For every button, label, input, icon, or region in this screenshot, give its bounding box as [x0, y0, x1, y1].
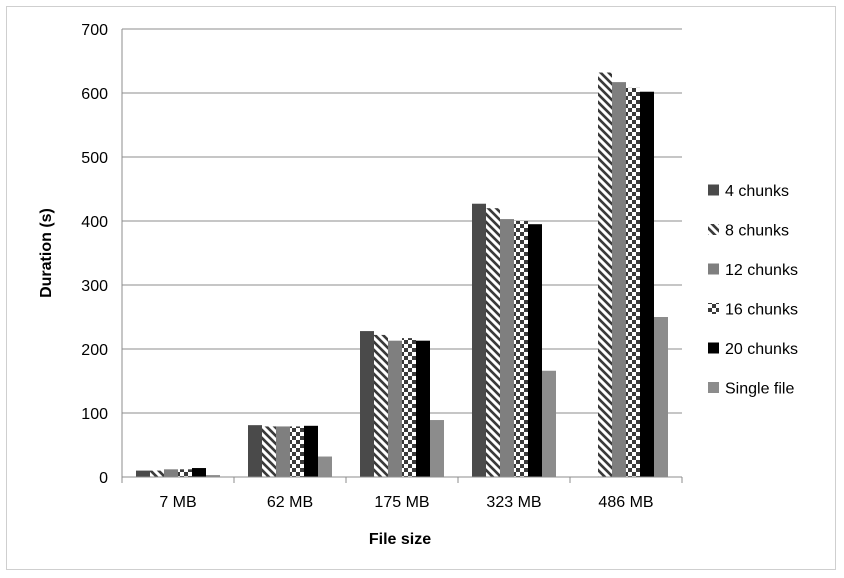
- legend: 4 chunks 8 chunks 12 chunks 16 chunks 20 chu…: [708, 183, 798, 398]
- bar-12-chunks: [388, 340, 402, 477]
- bar-4-chunks: [248, 425, 262, 477]
- bar-8-chunks: [598, 72, 612, 478]
- y-tick-label: 0: [99, 470, 108, 487]
- y-tick-label: 100: [81, 406, 108, 423]
- legend-swatch: [708, 184, 719, 196]
- bar-12-chunks: [276, 426, 290, 477]
- bar-20-chunks: [416, 340, 430, 477]
- x-tick-label: 175 MB: [374, 494, 429, 511]
- y-tick-label: 200: [81, 342, 108, 359]
- bar-single-file: [430, 420, 444, 477]
- legend-label: 8 chunks: [725, 223, 789, 240]
- legend-label: 16 chunks: [725, 302, 798, 319]
- bar-16-chunks: [514, 221, 528, 477]
- bar-8-chunks: [150, 470, 164, 477]
- y-tick-label: 300: [81, 278, 108, 295]
- bar-16-chunks: [290, 426, 304, 477]
- x-tick-label: 62 MB: [267, 494, 313, 511]
- legend-label: 4 chunks: [725, 183, 789, 200]
- bar-single-file: [542, 370, 556, 477]
- legend-label: 20 chunks: [725, 341, 798, 358]
- bar-20-chunks: [528, 224, 542, 477]
- bar-16-chunks: [402, 338, 416, 477]
- legend-swatch: [708, 303, 719, 314]
- y-tick-label: 700: [81, 22, 108, 39]
- legend-swatch: [708, 263, 719, 275]
- y-tick-label: 600: [81, 86, 108, 103]
- bar-4-chunks: [136, 470, 150, 477]
- bar-12-chunks: [612, 82, 626, 478]
- legend-swatch: [708, 382, 719, 393]
- y-tick-label: 400: [81, 214, 108, 231]
- bar-single-file: [206, 475, 220, 477]
- axes: 0 100 200 300 400 500 600 700 7 MB 62 MB 175 MB 323…: [81, 22, 683, 511]
- bar-8-chunks: [486, 208, 500, 477]
- bar-4-chunks: [472, 203, 486, 477]
- x-axis-title: File size: [369, 531, 431, 548]
- legend-label: Single file: [725, 381, 794, 398]
- bar-8-chunks: [262, 426, 276, 477]
- bar-16-chunks: [178, 469, 192, 477]
- bar-12-chunks: [500, 219, 514, 477]
- bar-20-chunks: [304, 425, 318, 477]
- x-tick-label: 7 MB: [159, 494, 196, 511]
- bar-16-chunks: [626, 87, 640, 477]
- bar-20-chunks: [640, 91, 654, 477]
- bar-12-chunks: [164, 469, 178, 477]
- legend-swatch: [708, 224, 719, 235]
- x-tick-label: 323 MB: [486, 494, 541, 511]
- gridlines: [122, 28, 682, 414]
- bars: [136, 72, 668, 478]
- bar-8-chunks: [374, 334, 388, 477]
- bar-20-chunks: [192, 468, 206, 477]
- legend-swatch: [708, 342, 719, 354]
- bar-4-chunks: [360, 331, 374, 477]
- x-tick-label: 486 MB: [598, 494, 653, 511]
- bar-single-file: [318, 456, 332, 477]
- legend-label: 12 chunks: [725, 262, 798, 279]
- y-tick-label: 500: [81, 150, 108, 167]
- y-axis-title: Duration (s): [38, 208, 55, 298]
- bar-single-file: [654, 317, 668, 477]
